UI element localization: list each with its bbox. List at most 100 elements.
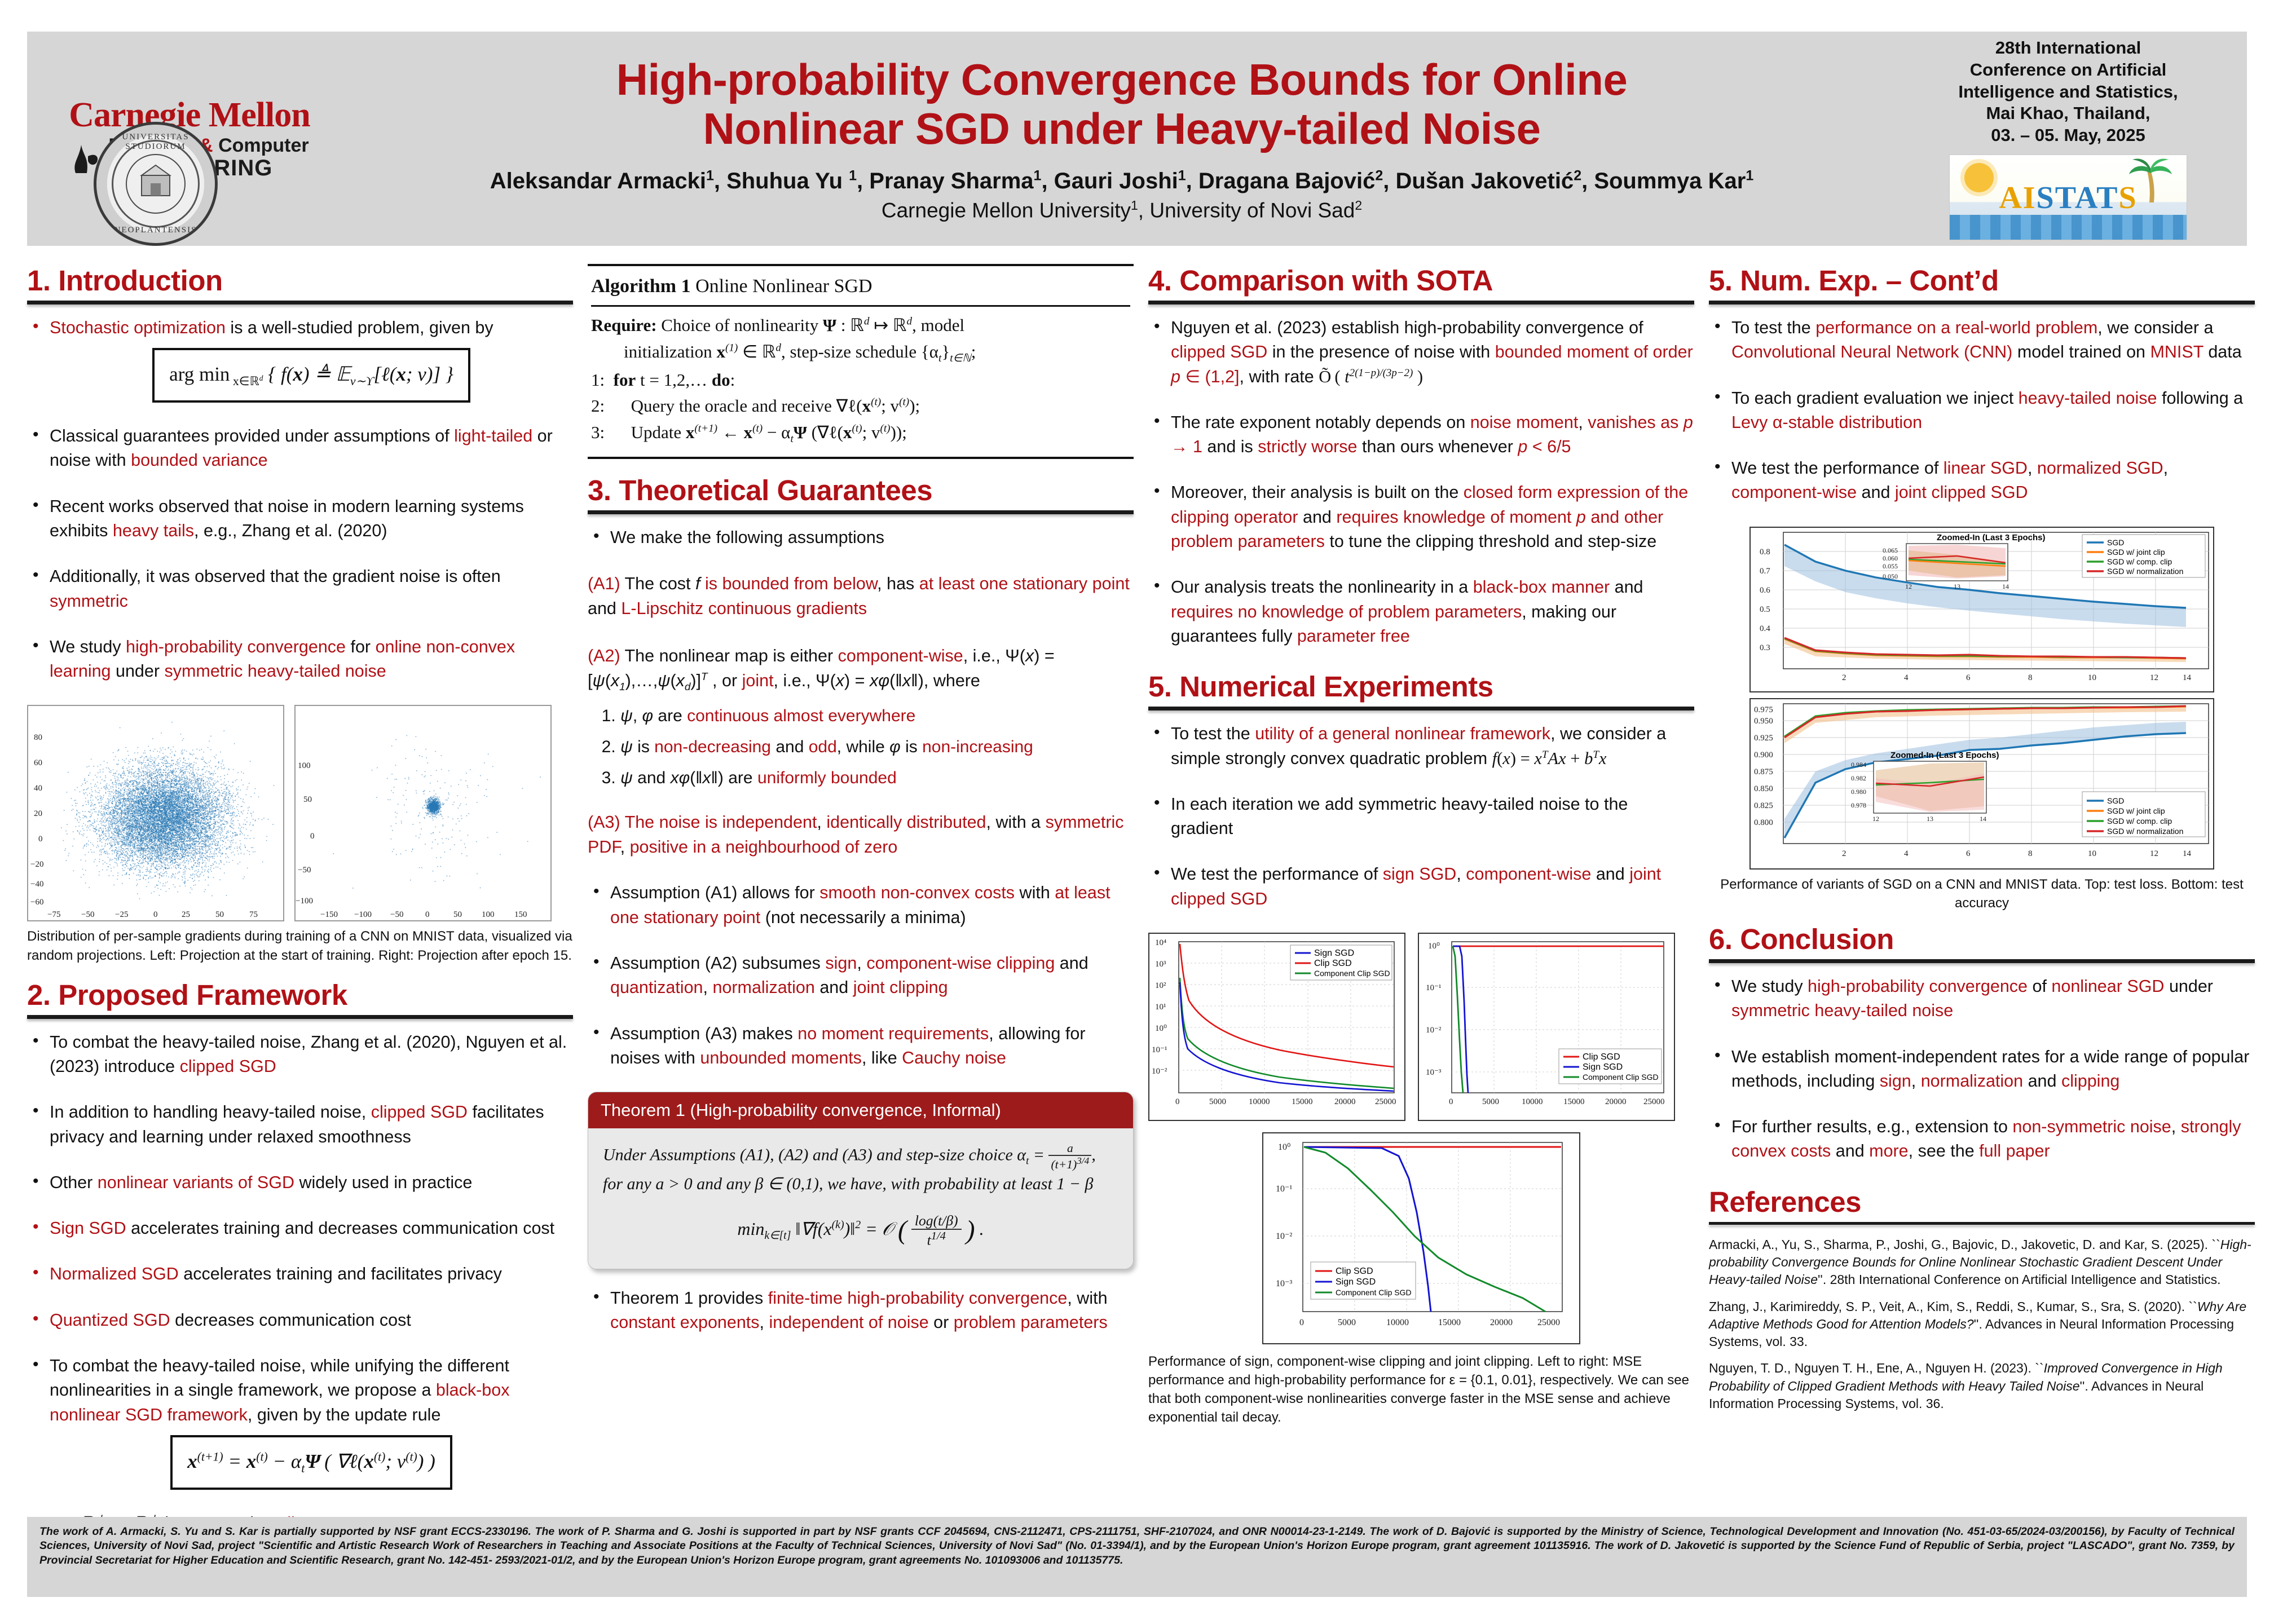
list-item: ψ is non-decreasing and odd, while φ is … [620, 734, 1134, 760]
conclusion-bullets: We study high-probability convergence of… [1709, 974, 2255, 1164]
heading-rule [1148, 301, 1694, 304]
xtick: 15000 [1292, 1097, 1313, 1106]
xtick: 14 [2183, 673, 2192, 682]
scatter-right-canvas: 100 50 0 −50 −100 −150 −100 −50 0 50 100… [296, 706, 550, 920]
ytick: 0.975 [1754, 705, 1773, 714]
ytick: 10¹ [1155, 1003, 1166, 1012]
objective-equation-box: arg min x∈ℝd { f(x) ≜ 𝔼v∼ϒ[ℓ(x; v)] } [152, 348, 470, 403]
list-item: ψ and xφ(‖x‖) are uniformly bounded [620, 765, 1134, 791]
xtick: −150 [320, 910, 338, 919]
objective-equation: arg min x∈ℝd { f(x) ≜ 𝔼v∼ϒ[ℓ(x; v)] } [169, 360, 453, 390]
algorithm-title: Algorithm 1 Online Nonlinear SGD [591, 272, 1130, 301]
ytick: 10⁻³ [1276, 1279, 1292, 1288]
list-item: In addition to handling heavy-tailed noi… [27, 1100, 573, 1149]
seal-emblem-icon [125, 153, 187, 215]
ytick: 100 [298, 761, 311, 770]
assumption-a3: (A3) The noise is independent, identical… [588, 810, 1134, 859]
algorithm-name: Online Nonlinear SGD [695, 276, 872, 297]
xtick: 15000 [1438, 1318, 1461, 1327]
list-item: To each gradient evaluation we inject he… [1709, 386, 2255, 435]
numexp-bullets: To test the utility of a general nonline… [1148, 722, 1694, 911]
ytick: 0.800 [1754, 818, 1773, 827]
xtick: 75 [249, 910, 258, 919]
xtick: 12 [1905, 582, 1912, 590]
author-list: Aleksandar Armacki1, Shuhua Yu 1, Pranay… [353, 166, 1890, 196]
plot-cnn-test-accuracy: 0.975 0.950 0.925 0.900 0.875 0.850 0.825 0.… [1749, 698, 2214, 870]
xtick: −50 [81, 910, 94, 919]
ytick: 10⁻² [1276, 1232, 1292, 1241]
aistats-wordmark: AISTATS [1950, 180, 2187, 216]
xtick: 0 [153, 910, 158, 919]
xtick: 50 [215, 910, 224, 919]
novi-sad-seal: UNIVERSITAS STUDIORUM NEOPLANTENSIS [94, 122, 218, 246]
xtick: 5000 [1482, 1097, 1499, 1106]
heading-rule [1148, 707, 1694, 710]
plot-highprob-eps-01: 10⁰ 10⁻¹ 10⁻² 10⁻³ 0 5000 10000 15000 20000 2… [1418, 933, 1675, 1121]
introduction-bullets: Stochastic optimization is a well-studie… [27, 316, 573, 683]
list-item: The rate exponent notably depends on noi… [1148, 411, 1694, 460]
ytick: 0.980 [1851, 788, 1866, 796]
xtick: 0 [1299, 1318, 1304, 1327]
ytick: 40 [34, 784, 42, 793]
gradient-scatter-left: 80 60 40 20 0 −20 −40 −60 −75 −50 −25 0 [27, 705, 284, 921]
list-item: Quantized SGD decreases communication co… [27, 1308, 573, 1332]
xtick: 10000 [1249, 1097, 1270, 1106]
ytick: 0.5 [1760, 605, 1770, 614]
ytick: 0.7 [1760, 567, 1770, 576]
legend-test-loss: SGD SGD w/ joint clip SGD w/ comp. clip … [2082, 535, 2205, 577]
ytick: 20 [34, 809, 42, 818]
ytick: 10⁰ [1278, 1142, 1290, 1152]
list-item: To test the performance on a real-world … [1709, 316, 2255, 365]
poster-footer: The work of A. Armacki, S. Yu and S. Kar… [27, 1517, 2247, 1597]
wave-graphic [1950, 215, 2187, 240]
figure-caption-numexp: Performance of sign, component-wise clip… [1148, 1352, 1694, 1427]
xtick: 2 [1842, 849, 1846, 858]
algorithm-step: 2: Query the oracle and receive ∇ℓ(x(t);… [591, 393, 1130, 420]
hp001-plot-canvas: 10⁰ 10⁻¹ 10⁻² 10⁻³ 0 5000 10000 15000 20000 2… [1263, 1133, 1579, 1343]
list-item: To combat the heavy-tailed noise, while … [27, 1354, 573, 1490]
xtick: 14 [1980, 815, 1986, 823]
poster-header: Carnegie Mellon Electrical & Computer EN… [27, 32, 2247, 246]
list-item: Recent works observed that noise in mode… [27, 495, 573, 544]
xtick: 25 [182, 910, 190, 919]
list-item: We test the performance of sign SGD, com… [1148, 862, 1694, 911]
section-heading-framework: 2. Proposed Framework [27, 978, 573, 1012]
hp01-plot-canvas: 10⁰ 10⁻¹ 10⁻² 10⁻³ 0 5000 10000 15000 20000 2… [1419, 934, 1674, 1120]
poster-title-line2: Nonlinear SGD under Heavy-tailed Noise [703, 104, 1540, 153]
legend-mse: Sign SGD Clip SGD Component Clip SGD [1290, 945, 1392, 980]
ytick: 0.4 [1760, 624, 1770, 633]
xtick: 25000 [1537, 1318, 1560, 1327]
assumption-a2-items: ψ, φ are continuous almost everywhere ψ … [620, 703, 1134, 791]
xtick: 10 [2088, 849, 2096, 858]
xtick: 50 [453, 910, 462, 919]
algorithm-step: 3: Update x(t+1) ← x(t) − αtΨ (∇ℓ(x(t); … [591, 420, 1130, 448]
xtick: 10 [2088, 673, 2096, 682]
xtick: 20000 [1605, 1097, 1627, 1106]
list-item: We make the following assumptions [588, 526, 1134, 550]
test-loss-canvas: 0.8 0.7 0.6 0.5 0.4 0.3 2 4 6 8 10 12 14 Zoome… [1751, 528, 2213, 691]
update-rule-equation-box: x(t+1) = x(t) − αtΨ ( ∇ℓ(x(t); v(t)) ) [170, 1435, 452, 1490]
list-item: Assumption (A1) allows for smooth non-co… [588, 881, 1134, 930]
algorithm-require: Require: Choice of nonlinearity Ψ : ℝd ↦… [591, 312, 1130, 339]
xtick: 6 [1966, 849, 1971, 858]
ytick: 0.8 [1760, 548, 1770, 557]
ytick: 10⁻² [1426, 1026, 1442, 1035]
list-item: We study high-probability convergence fo… [27, 635, 573, 684]
list-item: Sign SGD accelerates training and decrea… [27, 1216, 573, 1241]
theory-intro-bullets: We make the following assumptions [588, 526, 1134, 550]
list-item: Stochastic optimization is a well-studie… [27, 316, 573, 403]
ytick: 10² [1155, 981, 1166, 990]
ytick: 0.055 [1883, 562, 1898, 570]
list-item: Assumption (A3) makes no moment requirem… [588, 1022, 1134, 1071]
xtick: −50 [390, 910, 403, 919]
conference-block: 28th International Conference on Artifici… [1902, 37, 2247, 240]
xtick: 0 [1175, 1097, 1180, 1106]
xtick: 8 [2028, 849, 2033, 858]
heading-rule [1709, 301, 2255, 304]
list-item: We establish moment-independent rates fo… [1709, 1045, 2255, 1094]
heading-rule [1709, 1222, 2255, 1225]
xtick: 12 [2150, 673, 2158, 682]
theorem-title: Theorem 1 (High-probability convergence,… [588, 1092, 1133, 1128]
aistats-logo: AISTATS [1949, 155, 2187, 240]
list-item: Theorem 1 provides finite-time high-prob… [588, 1286, 1134, 1335]
